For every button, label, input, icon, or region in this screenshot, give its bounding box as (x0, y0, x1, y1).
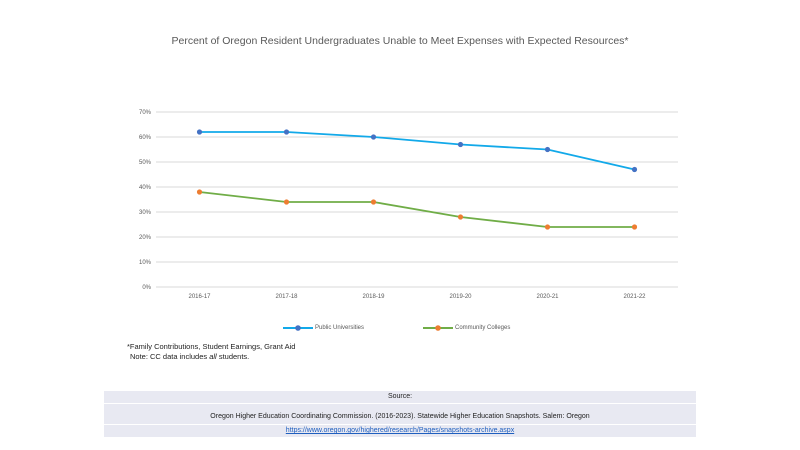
data-point (631, 224, 638, 230)
y-tick-label: 30% (139, 210, 152, 216)
data-point (544, 146, 551, 153)
series-line-0 (199, 131, 635, 171)
footnote-line-1: *Family Contributions, Student Earnings,… (127, 342, 296, 351)
gridlines (156, 111, 678, 288)
note-italic: all (209, 352, 217, 361)
data-point (370, 134, 377, 140)
note-suffix: students. (216, 352, 250, 361)
data-point (631, 166, 638, 173)
x-tick-label: 2016-17 (188, 294, 211, 300)
line-chart: 0%10%20%30%40%50%60%70% 2016-17 2017-18 20… (139, 110, 678, 300)
legend-marker-public-universities (283, 325, 313, 331)
series-lines (196, 129, 638, 230)
legend-label-public-universities: Public Universities (315, 325, 365, 331)
x-tick-label: 2021-22 (623, 294, 646, 300)
source-citation: Oregon Higher Education Coordinating Com… (104, 404, 696, 424)
chart-title: Percent of Oregon Resident Undergraduate… (171, 35, 629, 47)
source-label: Source: (104, 391, 696, 403)
legend-marker-community-colleges (423, 325, 453, 331)
y-axis-ticks: 0% 10% 20% 30% 40% 50% 60% 70% (139, 110, 152, 291)
footnote-line-2: Note: CC data includes all students. (127, 352, 295, 362)
y-tick-label: 50% (139, 160, 152, 166)
x-tick-label: 2018-19 (362, 294, 385, 300)
data-point (544, 224, 551, 230)
y-tick-label: 40% (139, 185, 152, 191)
legend-item-public-universities: Public Universities (283, 324, 364, 332)
y-tick-label: 0% (142, 285, 151, 291)
data-point (283, 129, 290, 135)
legend-item-community-colleges: Community Colleges (423, 324, 510, 332)
data-point (457, 141, 464, 148)
data-point (196, 189, 203, 195)
x-axis-ticks: 2016-17 2017-18 2018-19 2019-20 2020-21 2021-… (188, 294, 646, 300)
x-tick-label: 2020-21 (536, 294, 559, 300)
source-link[interactable]: https://www.oregon.gov/highered/research… (285, 427, 515, 434)
y-tick-label: 10% (139, 260, 152, 266)
y-tick-label: 70% (139, 110, 152, 116)
source-box: Source: Oregon Higher Education Coordina… (104, 391, 696, 438)
legend-label-community-colleges: Community Colleges (455, 325, 511, 331)
y-tick-label: 60% (139, 135, 152, 141)
note-prefix: Note: CC data includes (130, 352, 210, 361)
y-tick-label: 20% (139, 235, 152, 241)
data-point (457, 214, 464, 220)
data-point (283, 199, 290, 205)
x-tick-label: 2019-20 (449, 294, 472, 300)
x-tick-label: 2017-18 (275, 294, 298, 300)
series-line-1 (199, 191, 635, 228)
data-point (196, 129, 203, 135)
data-point (370, 199, 377, 205)
source-link-row: https://www.oregon.gov/highered/research… (104, 425, 696, 437)
footnote: *Family Contributions, Student Earnings,… (127, 342, 295, 362)
